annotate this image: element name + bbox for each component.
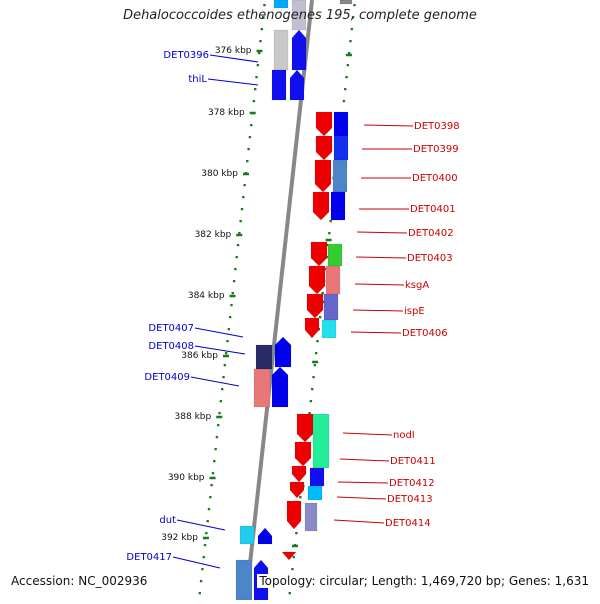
- gene-label-left: DET0396: [163, 50, 209, 61]
- gene-label-right: DET0399: [413, 144, 459, 155]
- tick-label: 390 kbp: [168, 473, 205, 483]
- gene-block: [313, 192, 329, 220]
- gene-label-right: DET0411: [390, 456, 436, 467]
- label-leader: [195, 328, 243, 337]
- gene-block: [274, 30, 288, 70]
- tick-label: 378 kbp: [208, 108, 245, 118]
- tick-label: 386 kbp: [181, 351, 218, 361]
- gene-label-left: DET0409: [144, 372, 190, 383]
- gene-label-right: DET0412: [389, 478, 435, 489]
- gene-block: [282, 552, 296, 560]
- label-leader: [357, 232, 407, 233]
- gene-label-left: thiL: [188, 74, 207, 85]
- gene-block: [274, 0, 288, 8]
- gene-block: [309, 266, 325, 294]
- label-leader: [364, 125, 413, 126]
- label-leader: [343, 433, 392, 435]
- label-leader: [334, 520, 384, 523]
- label-leader: [210, 55, 258, 62]
- gene-block: [311, 242, 327, 266]
- label-leader: [355, 284, 404, 285]
- gene-label-right: DET0406: [402, 328, 448, 339]
- tick-label: 384 kbp: [188, 291, 225, 301]
- gene-label-right: ispE: [404, 306, 425, 317]
- gene-block: [313, 414, 329, 468]
- gene-block: [275, 337, 291, 367]
- gene-block: [310, 468, 324, 486]
- label-leader: [338, 482, 388, 483]
- gene-block: [287, 501, 301, 529]
- map-title: Dehalococcoides ethenogenes 195, complet…: [0, 8, 600, 23]
- tick-label: 392 kbp: [161, 533, 198, 543]
- gene-block: [334, 112, 348, 136]
- gene-block: [292, 30, 306, 70]
- gene-block: [307, 294, 323, 318]
- label-leader: [173, 557, 220, 568]
- gene-block: [340, 0, 352, 4]
- gene-block: [272, 367, 288, 407]
- gene-label-right: DET0403: [407, 253, 453, 264]
- accession-text: Accession: NC_002936: [9, 574, 149, 588]
- label-leader: [191, 377, 239, 386]
- tick-label: 376 kbp: [215, 46, 252, 56]
- gene-block: [305, 318, 319, 338]
- topology-summary: Topology: circular; Length: 1,469,720 bp…: [257, 574, 591, 588]
- gene-label-left: DET0417: [126, 552, 172, 563]
- label-leader: [337, 497, 386, 499]
- gene-label-left: DET0407: [148, 323, 194, 334]
- label-leader: [351, 332, 401, 333]
- label-leader: [208, 79, 258, 85]
- gene-block: [236, 560, 252, 600]
- gene-block: [324, 294, 338, 320]
- gene-block: [290, 482, 304, 498]
- gene-block: [256, 345, 272, 369]
- gene-label-right: DET0402: [408, 228, 454, 239]
- tick-label: 388 kbp: [175, 412, 212, 422]
- label-leader: [356, 257, 406, 258]
- gene-block: [328, 244, 342, 266]
- tick-label: 382 kbp: [195, 230, 232, 240]
- gene-label-left: dut: [159, 515, 176, 526]
- gene-block: [305, 503, 317, 531]
- gene-block: [292, 466, 306, 482]
- gene-block: [240, 526, 254, 544]
- gene-block: [308, 486, 322, 500]
- gene-label-right: ksgA: [405, 280, 429, 291]
- gene-label-right: DET0400: [412, 173, 458, 184]
- label-leader: [353, 310, 403, 311]
- label-leader: [177, 520, 225, 530]
- gene-block: [295, 442, 311, 466]
- label-leader: [340, 459, 389, 461]
- gene-block: [272, 70, 286, 100]
- gene-block: [316, 136, 332, 160]
- tick-label: 380 kbp: [201, 169, 238, 179]
- gene-block: [258, 528, 272, 544]
- gene-block: [315, 160, 331, 192]
- gene-block: [326, 266, 340, 294]
- gene-block: [331, 192, 345, 220]
- gene-label-right: DET0413: [387, 494, 433, 505]
- gene-block: [297, 414, 313, 442]
- gene-label-right: DET0414: [385, 518, 431, 529]
- gene-label-right: DET0401: [410, 204, 456, 215]
- gene-block: [333, 160, 347, 192]
- gene-block: [316, 112, 332, 136]
- gene-block: [254, 369, 270, 407]
- gene-label-left: DET0408: [148, 341, 194, 352]
- gene-block: [322, 320, 336, 338]
- gene-block: [334, 136, 348, 160]
- gene-label-right: DET0398: [414, 121, 460, 132]
- gene-label-right: nodI: [393, 430, 415, 441]
